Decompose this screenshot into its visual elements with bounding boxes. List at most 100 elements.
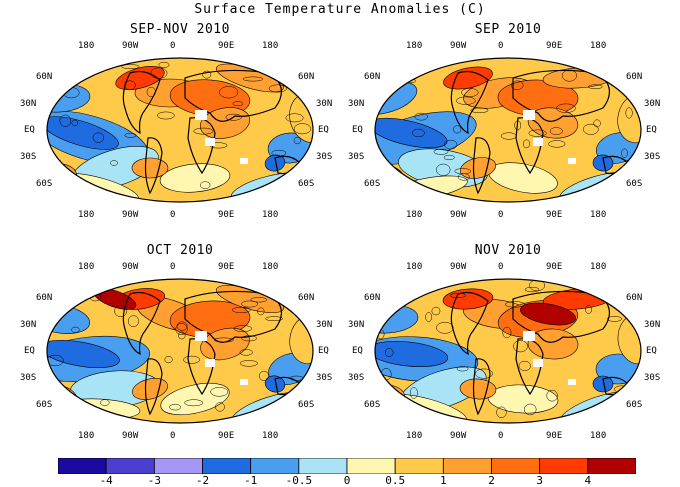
contour-line bbox=[436, 321, 454, 334]
continent-outline bbox=[187, 117, 216, 175]
longitude-label: 0 bbox=[170, 262, 176, 272]
contour-line bbox=[414, 112, 428, 121]
neutral-anomaly-region bbox=[159, 163, 231, 193]
contour-line bbox=[169, 404, 182, 411]
contour-line bbox=[375, 381, 388, 394]
colorbar-segment bbox=[442, 458, 492, 474]
contour-line bbox=[412, 128, 425, 138]
colorbar-tick-label: -1 bbox=[244, 474, 258, 487]
contour-line bbox=[409, 386, 418, 399]
latitude-label-right: EQ bbox=[646, 125, 657, 135]
strong-warm-anomaly-region bbox=[520, 302, 576, 326]
contour-line bbox=[424, 279, 441, 291]
warm-anomaly-region bbox=[132, 378, 168, 400]
longitude-label: 90W bbox=[450, 210, 467, 220]
contour-line bbox=[175, 323, 188, 336]
colorbar-segment bbox=[587, 458, 636, 474]
warm-anomaly-region bbox=[199, 107, 251, 139]
anomaly-map bbox=[46, 57, 314, 203]
longitude-label: 180 bbox=[406, 431, 423, 441]
latitude-label-left: 30S bbox=[348, 373, 365, 383]
warm-anomaly-region bbox=[459, 378, 497, 400]
contour-line bbox=[233, 325, 252, 332]
longitude-label: 0 bbox=[498, 262, 504, 272]
contour-line bbox=[47, 354, 64, 367]
longitude-label: 90E bbox=[546, 41, 563, 51]
contour-line bbox=[193, 127, 214, 135]
longitude-label: 0 bbox=[498, 210, 504, 220]
contour-line bbox=[381, 299, 396, 309]
contour-line bbox=[625, 107, 633, 119]
map-border bbox=[374, 57, 642, 203]
panel-title: SEP-NOV 2010 bbox=[130, 22, 230, 37]
contour-line bbox=[454, 168, 472, 175]
contour-line bbox=[127, 315, 140, 328]
continent-outline bbox=[187, 338, 216, 396]
longitude-label: 0 bbox=[170, 210, 176, 220]
contour-line bbox=[100, 399, 110, 406]
anomaly-map bbox=[374, 278, 642, 424]
warm-anomaly-region bbox=[200, 327, 250, 361]
longitude-label: 0 bbox=[170, 41, 176, 51]
contour-line bbox=[425, 312, 433, 322]
longitude-label: 90E bbox=[218, 210, 235, 220]
map-border bbox=[46, 57, 314, 203]
contour-line bbox=[513, 340, 528, 353]
contour-line bbox=[518, 360, 531, 371]
contour-line bbox=[522, 139, 531, 149]
missing-data-patch bbox=[568, 158, 576, 164]
map-border bbox=[374, 278, 642, 424]
panel-title: OCT 2010 bbox=[146, 243, 214, 258]
longitude-label: 0 bbox=[498, 431, 504, 441]
longitude-label: 90E bbox=[546, 210, 563, 220]
longitude-label: 90W bbox=[450, 431, 467, 441]
contour-line bbox=[549, 127, 563, 135]
warm-anomaly-region bbox=[443, 66, 493, 90]
latitude-label-right: 30N bbox=[316, 99, 333, 109]
contour-line bbox=[444, 139, 458, 150]
colorbar-tick-label: 0 bbox=[343, 474, 351, 487]
map-panel-sep: SEP 2010 180 180 90W 90W 0 0 90E 90E 180 180 60N 30… bbox=[348, 22, 668, 232]
contour-line bbox=[219, 86, 239, 99]
cool-anomaly-region bbox=[375, 341, 449, 367]
cool-anomaly-region bbox=[592, 375, 614, 393]
longitude-label: 90W bbox=[450, 41, 467, 51]
missing-data-patch bbox=[533, 359, 543, 367]
missing-data-patch bbox=[195, 331, 207, 341]
colorbar-tick-label: 4 bbox=[584, 474, 592, 487]
latitude-label-left: 60S bbox=[36, 400, 53, 410]
contour-line bbox=[475, 368, 493, 379]
contour-line bbox=[556, 103, 576, 113]
latitude-label-left: 60N bbox=[364, 72, 381, 82]
longitude-label: 180 bbox=[78, 262, 95, 272]
contour-line bbox=[178, 331, 186, 340]
colorbar-segment bbox=[202, 458, 252, 474]
contour-line bbox=[158, 61, 170, 68]
longitude-label: 180 bbox=[262, 431, 279, 441]
colorbar-tick-label: 2 bbox=[488, 474, 495, 487]
longitude-label: 90E bbox=[218, 262, 235, 272]
longitude-label: 180 bbox=[262, 210, 279, 220]
latitude-label-right: 60S bbox=[626, 179, 643, 189]
contour-line bbox=[258, 370, 269, 381]
map-panel-nov: NOV 2010 180 180 90W 90W 0 0 90E 90E 180 180 60N 30… bbox=[348, 243, 668, 453]
contour-line bbox=[470, 107, 489, 113]
contour-line bbox=[582, 123, 599, 135]
colorbar-tick-label: -0.5 bbox=[285, 474, 313, 487]
colorbar-segment bbox=[153, 458, 203, 474]
latitude-label-right: 60N bbox=[298, 72, 315, 82]
contour-line bbox=[293, 123, 312, 135]
colorbar-tick-label: 0.5 bbox=[385, 474, 406, 487]
contour-line bbox=[279, 176, 298, 187]
contour-line bbox=[71, 326, 80, 333]
contour-line bbox=[215, 402, 225, 412]
contour-line bbox=[92, 132, 105, 143]
anomaly-map bbox=[374, 57, 642, 203]
map-panel-sep-nov: SEP-NOV 2010 180 180 90W 90W 0 0 90E 90E 180 180 6… bbox=[20, 22, 340, 232]
colorbar-tick-label: 1 bbox=[440, 474, 447, 487]
contour-line bbox=[384, 348, 394, 358]
longitude-label: 180 bbox=[262, 262, 279, 272]
contour-line bbox=[241, 300, 258, 308]
latitude-label-right: 30N bbox=[316, 320, 333, 330]
colorbar-segment bbox=[298, 458, 348, 474]
